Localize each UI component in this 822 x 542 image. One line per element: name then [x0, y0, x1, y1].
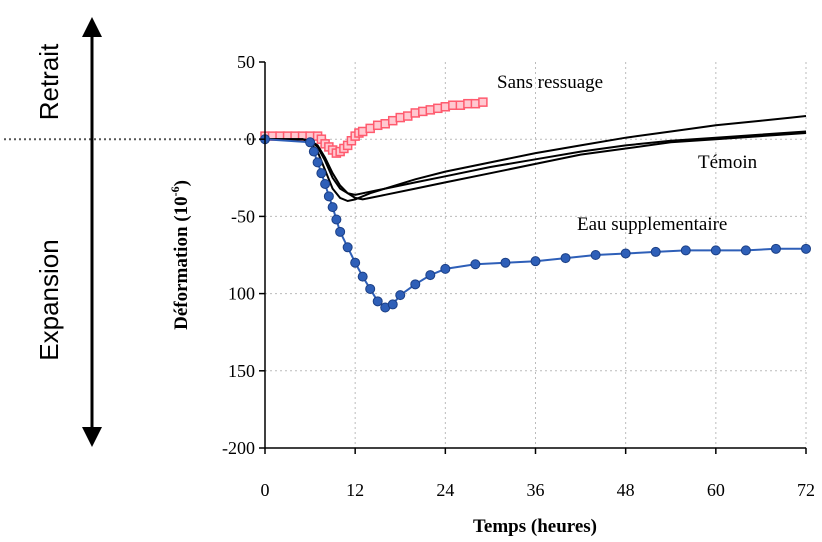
point-eau-supplementaire-11	[350, 257, 361, 268]
axes	[259, 61, 807, 454]
y-axis-title-main: Déformation (10	[171, 196, 192, 330]
point-eau-supplementaire-24	[560, 253, 571, 264]
point-eau-supplementaire-21	[470, 259, 481, 270]
point-eau-supplementaire-22	[500, 257, 511, 268]
y-tick-label-5: -200	[222, 438, 255, 458]
point-eau-supplementaire-27	[650, 246, 661, 257]
point-eau-supplementaire-23	[530, 256, 541, 267]
point-eau-supplementaire-19	[425, 270, 436, 281]
point-eau-supplementaire-20	[440, 263, 451, 274]
point-eau-supplementaire-3	[312, 157, 323, 168]
grid	[265, 62, 807, 448]
x-tick-label-1: 12	[346, 480, 364, 500]
tick-labels: 50 0 -50 100 150 -200 0 12 24 36 48 60 72	[222, 52, 815, 500]
point-eau-supplementaire-7	[327, 202, 338, 213]
point-eau-supplementaire-5	[320, 178, 331, 189]
point-eau-supplementaire-6	[323, 191, 334, 202]
y-tick-label-0: 50	[237, 52, 255, 72]
series-group	[260, 97, 811, 313]
x-tick-label-2: 24	[436, 480, 454, 500]
point-eau-supplementaire-28	[680, 245, 691, 256]
y-tick-label-3: 100	[228, 284, 255, 304]
point-eau-supplementaire-14	[372, 296, 383, 307]
point-sans-ressuage-35	[478, 97, 488, 107]
point-eau-supplementaire-10	[342, 242, 353, 253]
series-eau-supplementaire	[260, 134, 811, 313]
point-eau-supplementaire-9	[335, 226, 346, 237]
point-eau-supplementaire-18	[410, 279, 421, 290]
point-eau-supplementaire-17	[395, 290, 406, 301]
series-temoin-3	[265, 130, 807, 196]
point-eau-supplementaire-32	[801, 243, 811, 254]
point-eau-supplementaire-16	[387, 299, 398, 310]
point-eau-supplementaire-30	[740, 245, 751, 256]
x-tick-label-3: 36	[527, 480, 545, 500]
point-eau-supplementaire-12	[357, 271, 368, 282]
point-eau-supplementaire-2	[308, 146, 319, 157]
x-tick-label-0: 0	[261, 480, 270, 500]
y-tick-label-1: 0	[246, 129, 255, 149]
y-axis-title: Déformation (10-6)	[168, 180, 192, 330]
y-tick-label-2: -50	[231, 206, 255, 226]
side-label-expansion: Expansion	[34, 239, 64, 360]
x-axis-title: Temps (heures)	[473, 516, 597, 537]
annotation-eau-supplementaire: Eau supplementaire	[577, 214, 727, 235]
series-line-temoin-2	[265, 132, 807, 201]
side-label-retrait: Retrait	[34, 43, 64, 120]
point-eau-supplementaire-31	[770, 243, 781, 254]
annotation-sans-ressuage: Sans ressuage	[497, 72, 603, 93]
arrow-head-down	[82, 427, 102, 447]
point-eau-supplementaire-29	[710, 245, 721, 256]
series-line-temoin-3	[265, 130, 807, 196]
x-tick-label-6: 72	[797, 480, 815, 500]
point-eau-supplementaire-4	[316, 168, 327, 179]
x-tick-label-5: 60	[707, 480, 725, 500]
series-temoin-2	[265, 132, 807, 201]
series-sans-ressuage	[260, 97, 488, 158]
y-axis-title-exponent: -6	[168, 186, 182, 196]
y-tick-label-4: 150	[228, 361, 255, 381]
point-eau-supplementaire-26	[620, 248, 631, 259]
point-eau-supplementaire-1	[305, 137, 316, 148]
y-axis-title-end: )	[171, 180, 192, 186]
x-tick-label-4: 48	[617, 480, 635, 500]
arrow-head-up	[82, 17, 102, 37]
point-eau-supplementaire-13	[365, 283, 376, 294]
point-eau-supplementaire-25	[590, 250, 601, 260]
point-eau-supplementaire-8	[331, 214, 342, 225]
annotation-temoin: Témoin	[698, 152, 758, 173]
